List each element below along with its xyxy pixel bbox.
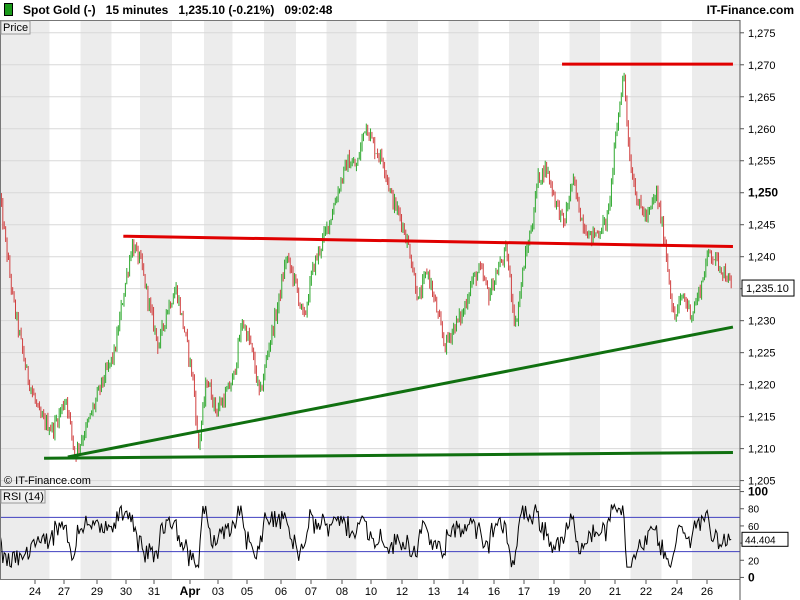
- axis-labels: 1,275 1,270 1,265 1,260 1,255 1,250 1,245 1,240…: [0, 20, 795, 598]
- day-shade: [448, 489, 479, 580]
- x-tick-label: 26: [701, 586, 713, 598]
- trendlines: [44, 62, 734, 460]
- day-shade: [80, 489, 112, 580]
- rsi-line: [0, 502, 732, 569]
- y-tick-label: 1,275: [748, 28, 776, 40]
- y-tick-label: 1,215: [748, 412, 776, 424]
- day-shading: [0, 20, 740, 580]
- x-tick-label: 24: [671, 586, 683, 598]
- y-tick-label: 1,250: [748, 186, 778, 200]
- rsi-panel-label: RSI (14): [3, 491, 44, 503]
- y-tick-label: 1,225: [748, 348, 776, 360]
- x-tick-label: Apr: [180, 584, 201, 598]
- rsi-last-box: [741, 531, 789, 547]
- rsi-tick-label: 80: [748, 505, 760, 516]
- x-tick-label: 03: [212, 586, 224, 598]
- y-tick-label: 1,270: [748, 60, 776, 72]
- brand-label: IT-Finance.com: [706, 3, 794, 17]
- day-shade: [630, 489, 662, 580]
- x-tick-label: 19: [548, 586, 560, 598]
- x-tick-label: 24: [29, 586, 41, 598]
- day-shade: [569, 20, 600, 487]
- y-tick-label: 1,265: [748, 92, 776, 104]
- last-price-label: 1,235.10: [746, 283, 789, 295]
- rsi-label-box: [0, 489, 46, 504]
- y-tick-label: 1,220: [748, 380, 776, 392]
- y-tick-label: 1,205: [748, 476, 776, 488]
- price-grid: [0, 32, 740, 482]
- rsi-tick-label: 60: [748, 522, 760, 533]
- support-line: [44, 450, 733, 460]
- x-tick-label: 08: [336, 586, 348, 598]
- x-tick-label: 07: [305, 586, 317, 598]
- y-tick-label: 1,210: [748, 444, 776, 456]
- interval-label: 15 minutes: [105, 3, 169, 17]
- y-tick-label: 1,240: [748, 252, 776, 264]
- x-tick-label: 29: [91, 586, 103, 598]
- resistance-line: [123, 234, 733, 248]
- support-line: [67, 325, 734, 459]
- day-shade: [509, 489, 539, 580]
- day-shade: [140, 20, 172, 487]
- axes: [0, 20, 741, 600]
- x-tick-label: 10: [365, 586, 377, 598]
- y-tick-label: 1,230: [748, 316, 776, 328]
- x-tick-label: 21: [609, 586, 621, 598]
- chart-header: Spot Gold (-) 15 minutes 1,235.10 (-0.21%)…: [0, 0, 800, 20]
- day-shade: [264, 20, 296, 487]
- day-shade: [326, 489, 357, 580]
- x-tick-label: 13: [428, 586, 440, 598]
- y-tick-label: 1,260: [748, 124, 776, 136]
- price-label-box: [0, 20, 31, 35]
- symbol-info: Spot Gold (-) 15 minutes 1,235.10 (-0.21%)…: [4, 0, 342, 20]
- quote-label: 1,235.10 (-0.21%): [178, 3, 275, 17]
- day-shade: [692, 489, 740, 580]
- rsi-panel: [0, 502, 740, 569]
- candle-icon: [4, 3, 13, 16]
- x-tick-label: 31: [148, 586, 160, 598]
- day-shade: [509, 20, 539, 487]
- rsi-tick-label: 100: [748, 485, 768, 499]
- y-tick-label: 1,255: [748, 156, 776, 168]
- x-tick-label: 22: [640, 586, 652, 598]
- watermark: © IT-Finance.com: [4, 475, 91, 487]
- rsi-tick-label: 20: [748, 556, 760, 567]
- day-shade: [264, 489, 296, 580]
- x-tick-label: 16: [488, 586, 500, 598]
- symbol-name: Spot Gold (-): [23, 3, 96, 17]
- day-shade: [448, 20, 479, 487]
- x-tick-label: 30: [120, 586, 132, 598]
- day-shade: [140, 489, 172, 580]
- price-candles: [0, 72, 732, 462]
- day-shade: [0, 489, 50, 580]
- day-shade: [386, 20, 418, 487]
- day-shade: [326, 20, 357, 487]
- day-shade: [630, 20, 662, 487]
- last-price-box: [741, 279, 795, 297]
- x-tick-label: 12: [396, 586, 408, 598]
- price-panel-label: Price: [3, 22, 28, 34]
- day-shade: [386, 489, 418, 580]
- rsi-tick-label: 0: [748, 570, 755, 584]
- rsi-last-label: 44.404: [745, 535, 776, 546]
- y-tick-label: 1,245: [748, 220, 776, 232]
- x-tick-label: 05: [241, 586, 253, 598]
- x-tick-label: 20: [579, 586, 591, 598]
- x-tick-label: 14: [457, 586, 469, 598]
- time-label: 09:02:48: [284, 3, 333, 17]
- x-tick-label: 06: [275, 586, 287, 598]
- x-tick-label: 17: [518, 586, 530, 598]
- x-tick-label: 27: [58, 586, 70, 598]
